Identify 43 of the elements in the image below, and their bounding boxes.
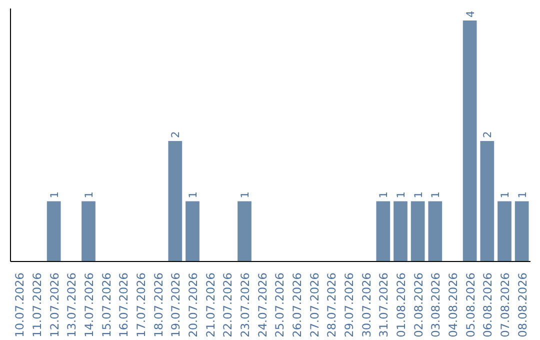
data-label: 1 bbox=[48, 191, 61, 198]
data-label: 1 bbox=[186, 191, 200, 198]
x-tick-label: 22.07.2026 bbox=[220, 272, 235, 338]
x-tick-label: 27.07.2026 bbox=[307, 272, 322, 338]
data-label: 2 bbox=[481, 131, 494, 138]
x-tick-label: 25.07.2026 bbox=[272, 272, 287, 338]
x-tick-label: 07.08.2026 bbox=[498, 272, 512, 338]
x-tick-label: 16.07.2026 bbox=[116, 272, 131, 338]
x-tick-label: 11.07.2026 bbox=[30, 272, 44, 338]
x-tick-label: 12.07.2026 bbox=[47, 272, 62, 338]
x-tick-label: 05.08.2026 bbox=[463, 272, 478, 338]
x-tick-label: 08.08.2026 bbox=[515, 272, 530, 338]
data-label: 2 bbox=[169, 131, 182, 138]
data-label: 1 bbox=[429, 191, 442, 198]
x-tick-label: 06.08.2026 bbox=[480, 272, 495, 338]
data-label: 1 bbox=[377, 191, 390, 198]
x-tick-label: 01.08.2026 bbox=[394, 272, 408, 338]
x-tick-label: 18.07.2026 bbox=[151, 272, 166, 338]
data-label: 1 bbox=[412, 191, 425, 198]
x-tick-label: 20.07.2026 bbox=[186, 272, 200, 338]
x-tick-label: 03.08.2026 bbox=[428, 272, 443, 338]
x-tick-label: 14.07.2026 bbox=[82, 272, 96, 338]
x-tick-label: 15.07.2026 bbox=[99, 272, 114, 338]
data-label: 1 bbox=[516, 191, 529, 198]
x-tick-label: 23.07.2026 bbox=[238, 272, 252, 338]
x-tick-label: 21.07.2026 bbox=[203, 272, 218, 338]
data-label: 1 bbox=[498, 191, 512, 198]
x-tick-label: 28.07.2026 bbox=[324, 272, 339, 338]
x-tick-label: 29.07.2026 bbox=[342, 272, 356, 338]
x-tick-label: 24.07.2026 bbox=[255, 272, 270, 338]
x-tick-label: 19.07.2026 bbox=[168, 272, 183, 338]
x-tick-label: 31.07.2026 bbox=[376, 272, 391, 338]
x-tick-label: 30.07.2026 bbox=[359, 272, 374, 338]
x-tick-label: 10.07.2026 bbox=[12, 272, 27, 338]
x-tick-label: 26.07.2026 bbox=[290, 272, 304, 338]
data-label: 1 bbox=[82, 191, 96, 198]
x-tick-label: 17.07.2026 bbox=[134, 272, 148, 338]
x-tick-label: 13.07.2026 bbox=[64, 272, 79, 338]
data-label: 1 bbox=[238, 191, 252, 198]
x-tick-label: 02.08.2026 bbox=[411, 272, 426, 338]
x-tick-label: 04.08.2026 bbox=[446, 272, 460, 338]
data-label: 4 bbox=[464, 10, 477, 18]
data-label: 1 bbox=[394, 191, 408, 198]
